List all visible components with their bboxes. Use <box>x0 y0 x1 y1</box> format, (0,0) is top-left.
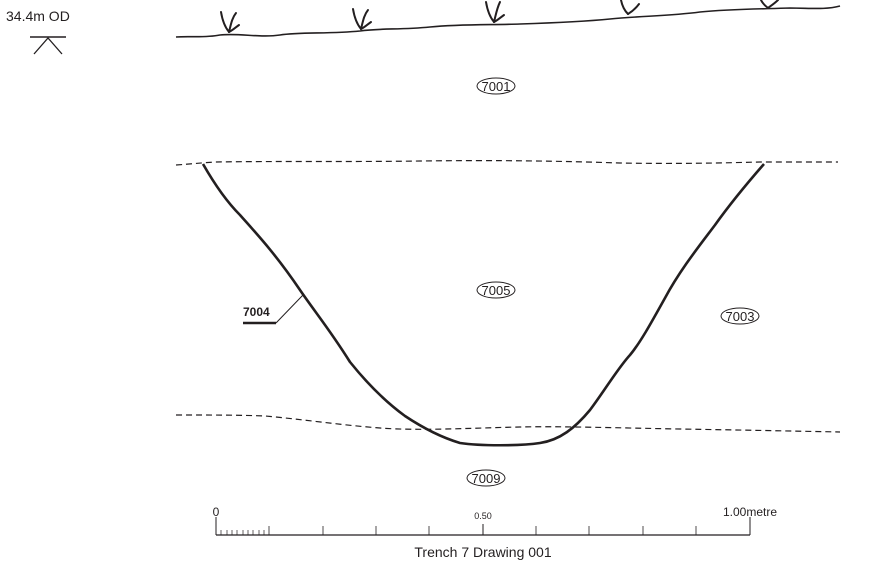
grass-icon <box>485 1 505 23</box>
scale-label-mid: 0.50 <box>474 511 492 521</box>
context-label-7009: 7009 <box>466 469 506 487</box>
vegetation-symbols <box>220 0 779 33</box>
svg-text:7001: 7001 <box>482 79 511 94</box>
svg-text:7005: 7005 <box>482 283 511 298</box>
context-label-7005: 7005 <box>476 281 516 299</box>
lower-interface-dashed <box>175 414 841 433</box>
context-label-7003: 7003 <box>720 307 760 325</box>
svg-text:7009: 7009 <box>472 471 501 486</box>
datum-triangle-icon <box>33 37 63 55</box>
grass-icon <box>220 11 240 33</box>
datum-marker: 34.4m OD <box>6 8 70 55</box>
scale-label-end: 1.00metre <box>723 505 777 519</box>
svg-text:7004: 7004 <box>243 305 270 319</box>
cut-profile-7004 <box>201 163 765 447</box>
upper-interface-dashed <box>175 160 838 166</box>
grass-icon <box>352 8 372 30</box>
scale-label-start: 0 <box>213 505 220 519</box>
svg-text:7003: 7003 <box>726 309 755 324</box>
grass-icon <box>620 0 640 15</box>
leader-line <box>275 294 304 324</box>
scale-bar <box>215 517 751 536</box>
cut-label-7004: 7004 <box>243 294 304 325</box>
grass-icon <box>760 0 779 9</box>
context-label-7001: 7001 <box>476 77 516 95</box>
ground-surface-line <box>175 5 841 38</box>
datum-label: 34.4m OD <box>6 8 70 24</box>
drawing-caption: Trench 7 Drawing 001 <box>414 544 551 560</box>
